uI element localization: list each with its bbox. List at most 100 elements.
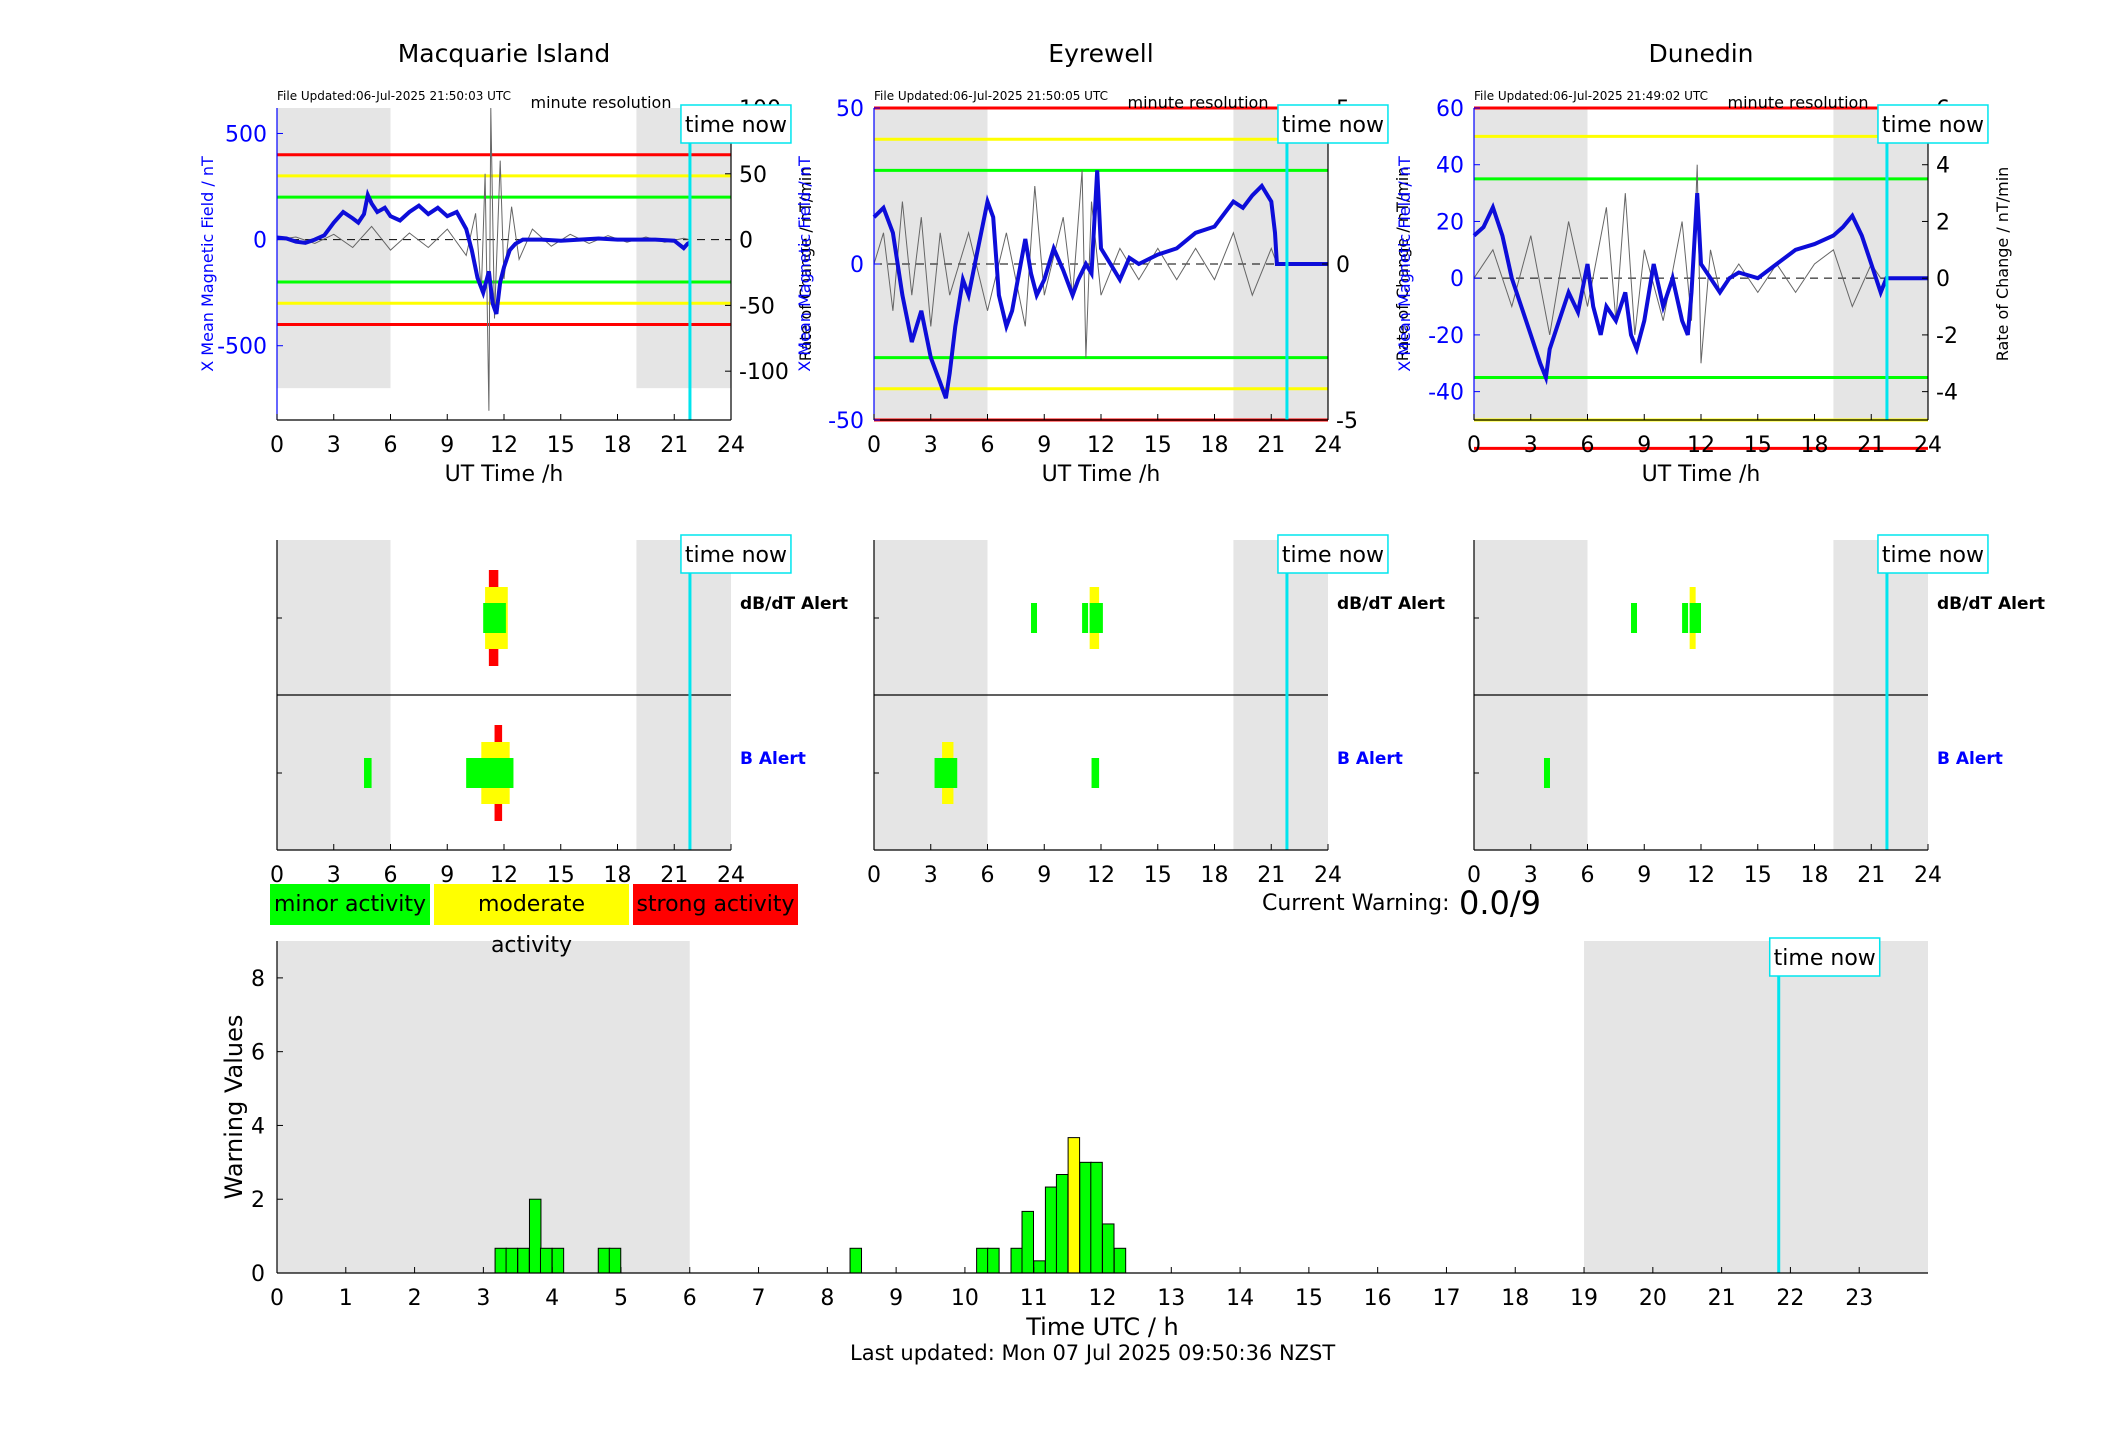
warning-xlabel: Time UTC / h (1025, 1313, 1179, 1341)
alerts-2-time-now-label: time now (1882, 543, 1984, 568)
alerts-2-xtick-label: 21 (1857, 863, 1885, 888)
station-0-night-band-0 (277, 108, 391, 389)
warning-xtick-label: 21 (1708, 1286, 1736, 1311)
station-0-mean-field-series (276, 188, 691, 315)
alerts-2-xtick-label: 3 (1524, 863, 1538, 888)
warning-bar-1 (505, 1247, 519, 1274)
station-0-y2tick-label: 50 (739, 163, 767, 188)
alerts-2-xtick-label: 6 (1581, 863, 1595, 888)
alerts-1-b-label: B Alert (1337, 749, 1403, 769)
warning-xtick-label: 0 (270, 1286, 284, 1311)
alerts-1-time-now-label: time now (1282, 543, 1384, 568)
station-0-xtick-label: 21 (660, 433, 688, 458)
alerts-2-dbdt-alert-bar-0 (1631, 603, 1638, 633)
station-0-xtick-label: 3 (327, 433, 341, 458)
station-2-xtick-label: 9 (1637, 433, 1651, 458)
warning-xtick-label: 14 (1226, 1286, 1254, 1311)
warning-xtick-label: 17 (1432, 1286, 1460, 1311)
station-0-ylabel: X Mean Magnetic Field / nT (198, 156, 217, 372)
station-0-ytick-label: 0 (253, 229, 267, 254)
warning-bar-11 (1010, 1247, 1023, 1274)
station-2-night-band-1 (1833, 108, 1928, 420)
warning-night-band-0 (277, 941, 690, 1273)
alerts-1-xtick-label: 24 (1314, 863, 1342, 888)
station-0-y2tick-label: 0 (739, 229, 753, 254)
warning-ytick-label: 6 (251, 1041, 265, 1066)
alerts-0-dbdt-label: dB/dT Alert (740, 594, 848, 614)
alerts-2-xtick-label: 9 (1637, 863, 1651, 888)
station-1-xtick-label: 12 (1087, 433, 1115, 458)
alerts-1-dbdt-alert-bar-0 (1031, 603, 1038, 633)
alerts-0-b-label: B Alert (740, 749, 806, 769)
alerts-0-xtick-label: 18 (604, 863, 632, 888)
legend-minor: minor activity (270, 884, 430, 925)
station-0-file-updated: File Updated:06-Jul-2025 21:50:03 UTC (277, 89, 511, 103)
station-2-ytick-label: 20 (1436, 210, 1464, 235)
station-2-xtick-label: 6 (1581, 433, 1595, 458)
warning-bar-15 (1055, 1174, 1069, 1274)
alerts-0-b-alert-bar-0 (364, 758, 372, 788)
warning-xtick-label: 3 (476, 1286, 490, 1311)
warning-xtick-label: 11 (1020, 1286, 1048, 1311)
alerts-2-dbdt-alert-bar-2 (1682, 603, 1689, 633)
station-0-xtick-label: 9 (440, 433, 454, 458)
alerts-1-b-alert-bar-1 (934, 758, 958, 788)
warning-bar-16 (1067, 1137, 1081, 1274)
station-1-xtick-label: 3 (924, 433, 938, 458)
warning-ytick-label: 0 (251, 1262, 265, 1287)
station-2-y2label: Rate of Change / nT/min (1993, 167, 2012, 362)
warning-bar-9 (976, 1247, 989, 1274)
station-0-time-now-box (680, 104, 792, 144)
station-1-y2tick-label: 0 (1336, 253, 1350, 278)
station-1-y2label: Rate of Change / nT/min (1393, 167, 1412, 362)
alerts-0-xtick-label: 12 (490, 863, 518, 888)
warning-bar-10 (987, 1247, 1000, 1274)
alerts-0-dbdt-alert-bar-2 (483, 603, 506, 633)
warning-time-now-box (1768, 937, 1881, 977)
warning-bar-2 (517, 1247, 530, 1274)
alerts-2-xtick-label: 18 (1801, 863, 1829, 888)
station-2-y2tick-label: -4 (1936, 381, 1958, 406)
alerts-1-xtick-label: 12 (1087, 863, 1115, 888)
warning-xtick-label: 6 (683, 1286, 697, 1311)
station-2-ytick-label: 40 (1436, 154, 1464, 179)
warning-ytick-label: 4 (251, 1114, 265, 1139)
alerts-2-xtick-label: 12 (1687, 863, 1715, 888)
alerts-1-dbdt-label: dB/dT Alert (1337, 594, 1445, 614)
station-0-time-now-label: time now (685, 113, 787, 138)
station-1-xtick-label: 6 (981, 433, 995, 458)
alerts-0-xtick-label: 9 (440, 863, 454, 888)
warning-xtick-label: 19 (1570, 1286, 1598, 1311)
station-0-rate-of-change-series (276, 107, 690, 411)
station-2-xtick-label: 21 (1857, 433, 1885, 458)
warning-bar-3 (528, 1198, 542, 1274)
station-0-resolution-label: minute resolution (531, 93, 672, 112)
station-2-mean-field-series (1472, 192, 1928, 386)
station-1-ytick-label: -50 (828, 409, 864, 434)
warning-xtick-label: 22 (1776, 1286, 1804, 1311)
station-0-xtick-label: 0 (270, 433, 284, 458)
warning-bar-17 (1079, 1161, 1092, 1274)
alerts-2-dbdt-label: dB/dT Alert (1937, 594, 2045, 614)
warning-bar-13 (1033, 1260, 1046, 1274)
station-2-xtick-label: 12 (1687, 433, 1715, 458)
alerts-1-dbdt-alert-bar-3 (1089, 603, 1103, 633)
station-1-time-now-box (1277, 104, 1389, 144)
warning-bar-8 (849, 1247, 863, 1274)
alerts-1-xtick-label: 21 (1257, 863, 1285, 888)
warning-xtick-label: 5 (614, 1286, 628, 1311)
warning-bar-18 (1090, 1161, 1103, 1274)
station-2-resolution-label: minute resolution (1728, 93, 1869, 112)
warning-bar-7 (608, 1247, 622, 1274)
warning-xtick-label: 23 (1845, 1286, 1873, 1311)
station-2-ytick-label: -20 (1428, 324, 1464, 349)
alerts-0-xtick-label: 15 (547, 863, 575, 888)
warning-bar-20 (1113, 1247, 1127, 1274)
station-0-y2tick-label: -50 (739, 294, 775, 319)
station-0-xtick-label: 15 (547, 433, 575, 458)
station-2-ytick-label: -40 (1428, 381, 1464, 406)
alerts-2-xtick-label: 24 (1914, 863, 1942, 888)
station-1-y2tick-label: -5 (1336, 409, 1358, 434)
alerts-0-xtick-label: 24 (717, 863, 745, 888)
warning-xtick-label: 18 (1501, 1286, 1529, 1311)
